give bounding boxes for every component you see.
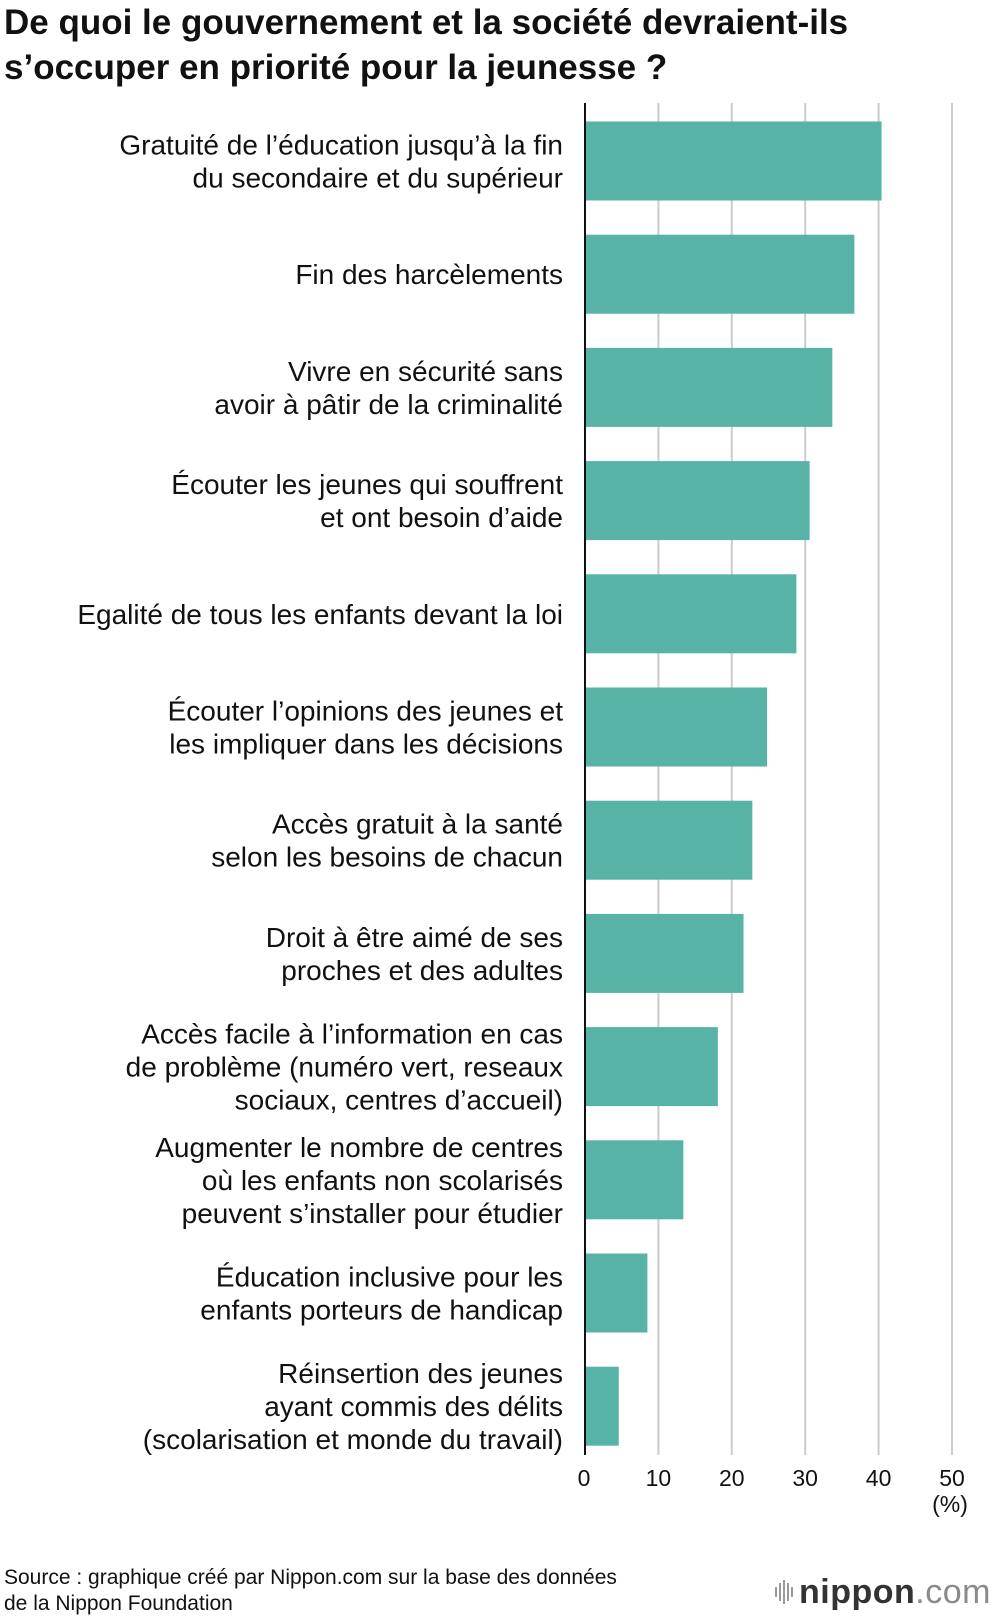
category-label: enfants porteurs de handicap	[200, 1295, 563, 1326]
category-label: Éducation inclusive pour les	[216, 1262, 563, 1293]
category-label: Egalité de tous les enfants devant la lo…	[77, 599, 563, 630]
category-label: peuvent s’installer pour étudier	[182, 1198, 563, 1229]
category-label: selon les besoins de chacun	[211, 842, 563, 873]
brand-suffix: .com	[915, 1572, 991, 1611]
x-tick-label: 40	[866, 1465, 892, 1491]
x-tick-label: 10	[646, 1465, 672, 1491]
category-label: du secondaire et du supérieur	[193, 163, 563, 194]
category-label: Gratuité de l’éducation jusqu’à la fin	[119, 130, 563, 161]
category-label: les impliquer dans les décisions	[169, 729, 563, 760]
title-line-1: De quoi le gouvernement et la société de…	[4, 3, 849, 42]
bars	[585, 121, 882, 1446]
category-label: de problème (numéro vert, reseaux	[126, 1052, 563, 1083]
bar	[585, 347, 833, 427]
bar	[585, 234, 855, 314]
sound-wave-icon	[775, 1580, 793, 1604]
source-line-2: de la Nippon Foundation	[4, 1592, 233, 1615]
bar	[585, 800, 753, 880]
category-label: proches et des adultes	[281, 955, 563, 986]
category-label: Droit à être aimé de ses	[266, 922, 563, 953]
bar	[585, 1027, 718, 1107]
category-label: ayant commis des délits	[264, 1391, 563, 1422]
bar	[585, 1140, 684, 1220]
category-label: Réinsertion des jeunes	[278, 1358, 563, 1389]
category-labels: Gratuité de l’éducation jusqu’à la findu…	[77, 130, 563, 1456]
brand-wordmark: nippon.com	[799, 1573, 991, 1612]
category-label: Écouter les jeunes qui souffrent	[171, 469, 563, 500]
grid-lines	[657, 103, 953, 1455]
bar	[585, 687, 768, 767]
category-label: Vivre en sécurité sans	[288, 356, 563, 387]
category-label: Fin des harcèlements	[295, 259, 563, 290]
x-tick-label: 20	[719, 1465, 745, 1491]
bar	[585, 121, 882, 201]
x-tick-label: 0	[578, 1465, 591, 1491]
x-tick-label: 30	[792, 1465, 818, 1491]
x-unit-label: (%)	[932, 1491, 968, 1517]
bar	[585, 1253, 648, 1333]
category-label: Écouter l’opinions des jeunes et	[168, 696, 564, 727]
category-label: (scolarisation et monde du travail)	[143, 1424, 563, 1455]
source-line-1: Source : graphique créé par Nippon.com s…	[4, 1566, 617, 1589]
title-line-2: s’occuper en priorité pour la jeunesse ?	[4, 48, 668, 87]
source-note: Source : graphique créé par Nippon.com s…	[4, 1565, 744, 1617]
nippon-logo: nippon.com	[775, 1570, 991, 1614]
category-label: avoir à pâtir de la criminalité	[214, 389, 563, 420]
chart-title: De quoi le gouvernement et la société de…	[4, 0, 994, 90]
bar	[585, 1366, 619, 1446]
category-label: Augmenter le nombre de centres	[155, 1132, 563, 1163]
category-label: Accès facile à l’information en cas	[141, 1019, 563, 1050]
x-tick-label: 50	[939, 1465, 965, 1491]
brand-main: nippon	[799, 1572, 916, 1611]
bar	[585, 913, 744, 993]
bar	[585, 574, 797, 654]
bar	[585, 461, 810, 541]
category-label: où les enfants non scolarisés	[202, 1165, 563, 1196]
bar-chart: Gratuité de l’éducation jusqu’à la findu…	[77, 103, 968, 1517]
category-label: sociaux, centres d’accueil)	[235, 1085, 563, 1116]
x-tick-labels: 0 10 20 30 40 50	[578, 1465, 965, 1491]
category-label: Accès gratuit à la santé	[272, 809, 563, 840]
category-label: et ont besoin d’aide	[320, 502, 563, 533]
